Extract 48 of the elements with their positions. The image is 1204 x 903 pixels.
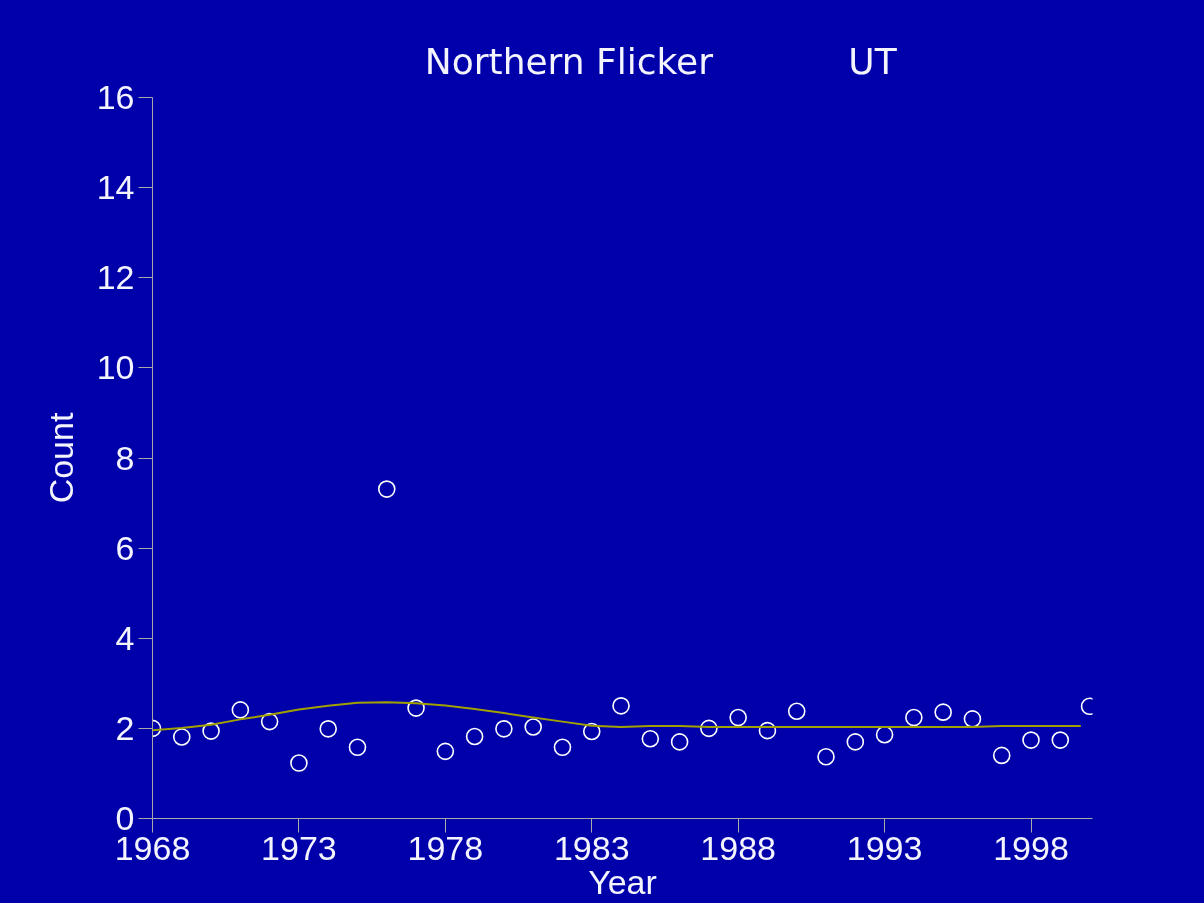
y-tick-label: 14 (96, 168, 135, 207)
point (905, 708, 923, 727)
point (582, 722, 601, 741)
y-tick-label: 10 (96, 348, 135, 387)
point (612, 697, 630, 715)
chart-subtitle: UT (848, 40, 898, 82)
point (553, 738, 572, 757)
point (963, 710, 982, 728)
y-tick-label: 8 (115, 438, 135, 477)
point (290, 754, 308, 772)
point (407, 699, 425, 717)
point (846, 733, 865, 751)
point (377, 480, 396, 498)
line-series (152, 701, 1082, 732)
point (641, 729, 660, 748)
point (319, 720, 337, 738)
point (787, 702, 806, 721)
point (436, 742, 455, 761)
y-axis-title: Count (41, 412, 80, 504)
x-tick-label: 1973 (261, 828, 337, 867)
point (465, 727, 484, 746)
chart-title: Northern Flicker (424, 40, 714, 82)
x-tick-label: 1978 (407, 828, 484, 867)
point (817, 747, 835, 766)
y-tick-label: 2 (115, 708, 135, 747)
point (700, 719, 718, 738)
x-tick-label: 1988 (700, 828, 776, 867)
point (992, 746, 1011, 765)
y-tick-label: 4 (115, 618, 135, 657)
point (172, 728, 191, 746)
point (1051, 731, 1070, 749)
point (758, 721, 777, 740)
point (348, 738, 367, 757)
point (524, 718, 542, 736)
point (231, 701, 250, 719)
point (495, 720, 513, 738)
x-tick-label: 1998 (993, 828, 1069, 867)
point (729, 708, 747, 727)
x-tick-label: 1993 (846, 828, 923, 867)
y-tick-label: 12 (96, 258, 135, 297)
point (202, 722, 220, 740)
y-tick-label: 0 (115, 799, 135, 837)
y-tick-label: 16 (96, 78, 135, 116)
point (1022, 731, 1040, 749)
point (670, 733, 689, 751)
y-tick-label: 6 (115, 528, 135, 567)
point (934, 703, 952, 721)
point (260, 712, 279, 731)
